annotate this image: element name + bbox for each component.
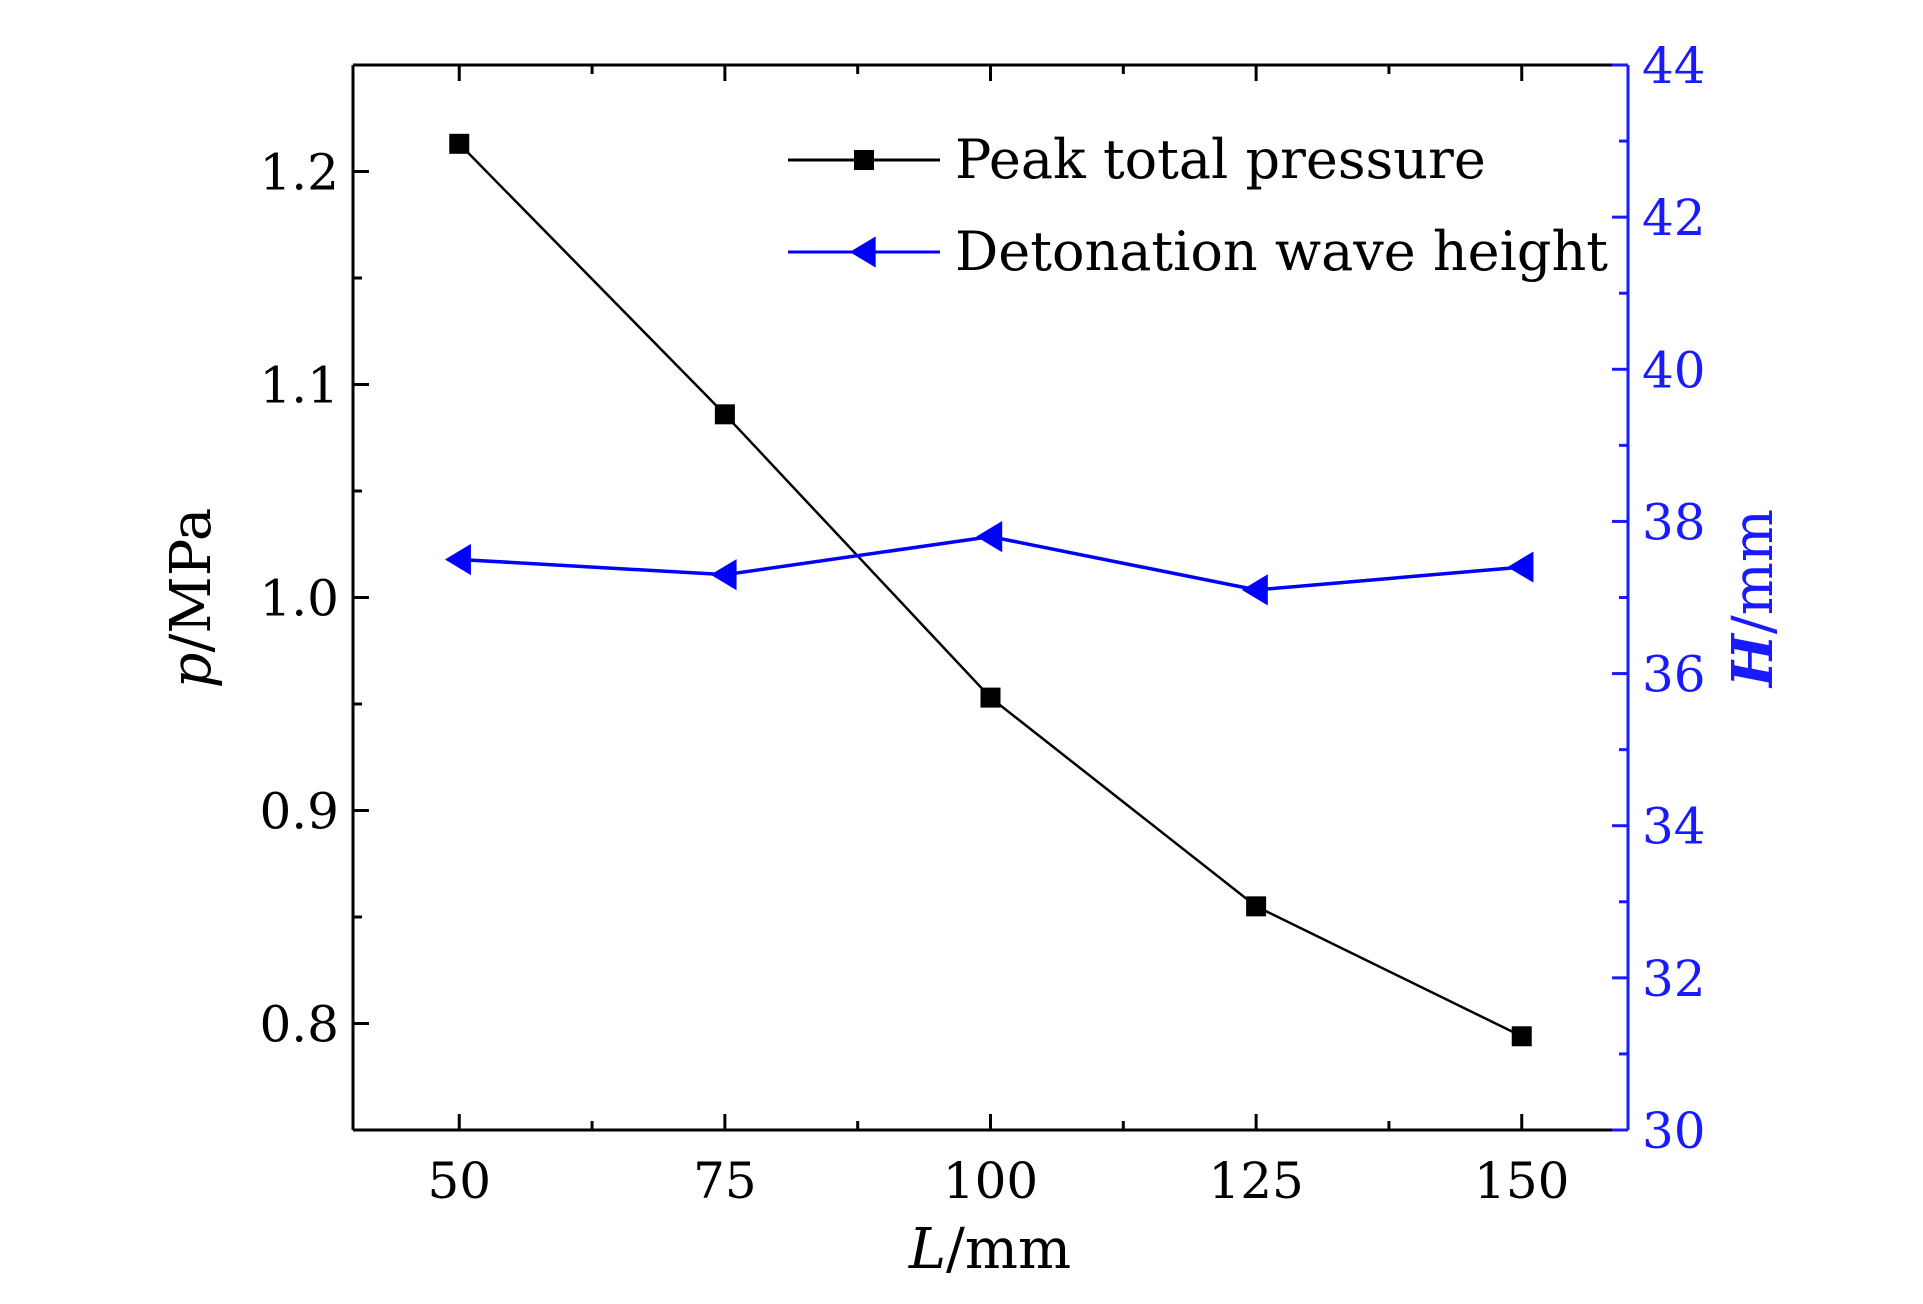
y-right-tick-label: 30 <box>1642 1102 1706 1160</box>
y-right-tick-label: 36 <box>1642 646 1706 704</box>
pressure-point <box>714 404 735 425</box>
x-tick-label: 125 <box>1208 1152 1303 1210</box>
x-tick-label: 100 <box>943 1152 1038 1210</box>
y-axis-left: 0.8 0.9 1.0 1.1 1.2 <box>259 144 369 1054</box>
y-right-tick-label: 32 <box>1642 950 1706 1008</box>
x-tick-label: 75 <box>693 1152 757 1210</box>
y-left-axis-title: p/MPa <box>159 508 224 689</box>
legend-square-marker <box>854 150 874 170</box>
height-point <box>1507 551 1534 583</box>
y-right-tick-label: 42 <box>1642 189 1706 247</box>
y-left-tick-label: 1.0 <box>259 570 339 628</box>
pressure-point <box>1246 896 1267 917</box>
y-right-tick-label: 34 <box>1642 798 1706 856</box>
legend: Peak total pressure Detonation wave heigh… <box>788 128 1608 283</box>
pressure-point <box>980 687 1001 708</box>
x-tick-label: 50 <box>427 1152 491 1210</box>
y-left-tick-label: 1.2 <box>259 144 339 202</box>
x-axis-title: L/mm <box>908 1217 1071 1282</box>
height-point <box>1241 574 1268 606</box>
y-right-tick-label: 44 <box>1642 37 1706 95</box>
y-left-tick-label: 1.1 <box>259 357 339 415</box>
y-left-tick-label: 0.8 <box>259 996 339 1054</box>
height-point <box>976 521 1003 553</box>
height-point <box>710 559 737 591</box>
x-tick-label: 150 <box>1474 1152 1569 1210</box>
pressure-point <box>449 133 470 154</box>
height-point <box>444 543 471 576</box>
y-right-axis-title: H/mm <box>1720 509 1786 689</box>
pressure-point <box>1511 1026 1532 1047</box>
legend-label-height: Detonation wave height <box>955 220 1608 283</box>
series-layer <box>444 133 1534 1047</box>
y-left-tick-label: 0.9 <box>259 783 339 841</box>
y-axis-right: 30 32 34 36 38 40 42 44 <box>1612 37 1706 1160</box>
legend-triangle-marker <box>849 236 876 268</box>
x-axis: 50 75 100 125 150 <box>427 65 1569 1210</box>
legend-label-pressure: Peak total pressure <box>955 128 1486 191</box>
y-right-tick-label: 38 <box>1642 493 1706 551</box>
y-right-tick-label: 40 <box>1642 341 1706 399</box>
